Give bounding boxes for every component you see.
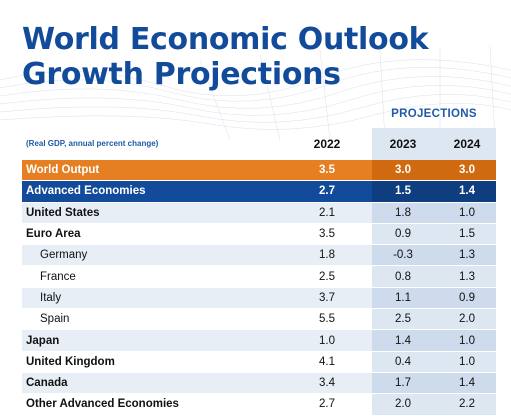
projection-shade [372,223,496,245]
value-2022: 1.8 [319,249,335,262]
value-2023: 0.9 [395,228,411,241]
title-line-1: World Economic Outlook [22,22,429,57]
value-2023: 2.5 [395,313,411,326]
table-row-world-output: World Output 3.5 3.0 3.0 [22,160,496,182]
value-2023: 1.5 [395,185,411,198]
value-2023: 0.4 [395,355,411,368]
row-name: United States [26,206,100,219]
projection-shade [372,245,496,266]
row-name: Spain [40,313,70,326]
table-row-other-advanced-economies: Other Advanced Economies 2.7 2.0 2.2 [22,394,496,416]
projection-shade [372,351,496,372]
year-header-2023: 2023 [389,137,417,151]
value-2024: 1.0 [459,355,475,368]
value-2022: 5.5 [319,313,335,326]
value-2022: 2.5 [319,270,335,283]
value-2024: 3.0 [459,164,475,177]
value-2024: 1.5 [459,228,475,241]
table-header: (Real GDP, annual percent change) 2022 2… [22,128,496,160]
value-2022: 3.4 [319,377,335,390]
value-2023: 1.7 [395,377,411,390]
table-row-euro-area: Euro Area 3.5 0.9 1.5 [22,223,496,246]
row-name: Germany [40,249,88,262]
value-2024: 1.4 [459,185,475,198]
value-2023: 2.0 [395,398,411,411]
row-name: Euro Area [26,228,81,241]
value-2022: 2.1 [319,206,335,219]
projection-shade [372,160,496,181]
projection-shade [372,309,496,330]
year-header-2022: 2022 [313,137,341,151]
table-row-united-states: United States 2.1 1.8 1.0 [22,202,496,224]
value-2024: 0.9 [459,291,475,304]
row-name: Other Advanced Economies [26,398,179,411]
row-name: France [40,270,76,283]
row-name: United Kingdom [26,355,115,368]
value-2022: 3.7 [319,291,335,304]
table-row-japan: Japan 1.0 1.4 1.0 [22,330,496,352]
table-row-spain: Spain 5.5 2.5 2.0 [22,309,496,331]
year-header-2024: 2024 [453,137,481,151]
value-2023: 1.1 [395,291,411,304]
row-name: Advanced Economies [26,185,146,198]
row-name: Italy [40,291,62,304]
value-2023: 3.0 [395,164,411,177]
projection-shade [372,181,496,202]
page-title: World Economic Outlook Growth Projection… [22,22,429,92]
value-2023: -0.3 [393,249,413,262]
growth-table: World Output 3.5 3.0 3.0 Advanced Econom… [22,160,496,416]
value-2024: 2.0 [459,313,475,326]
value-2024: 1.4 [459,377,475,390]
value-2024: 2.2 [459,398,475,411]
projection-shade [372,287,496,309]
value-2024: 1.3 [459,270,475,283]
value-2023: 1.4 [395,334,411,347]
table-row-advanced-economies: Advanced Economies 2.7 1.5 1.4 [22,181,496,203]
title-line-2: Growth Projections [22,57,341,92]
value-2022: 2.7 [319,185,335,198]
value-2023: 1.8 [395,206,411,219]
table-row-united-kingdom: United Kingdom 4.1 0.4 1.0 [22,351,496,373]
value-2024: 1.0 [459,334,475,347]
projection-shade [372,266,496,287]
projections-label: PROJECTIONS [391,108,477,120]
row-name: World Output [26,164,100,177]
row-name: Canada [26,377,68,390]
value-2022: 1.0 [319,334,335,347]
value-2022: 4.1 [319,355,335,368]
row-name: Japan [26,334,60,347]
value-2022: 3.5 [319,164,335,177]
value-2022: 2.7 [319,398,335,411]
table-row-france: France 2.5 0.8 1.3 [22,266,496,288]
value-2024: 1.0 [459,206,475,219]
table-row-italy: Italy 3.7 1.1 0.9 [22,287,496,310]
value-2022: 3.5 [319,228,335,241]
value-2023: 0.8 [395,270,411,283]
unit-note: (Real GDP, annual percent change) [26,139,159,148]
value-2024: 1.3 [459,249,475,262]
table-row-germany: Germany 1.8 -0.3 1.3 [22,245,496,267]
table-row-canada: Canada 3.4 1.7 1.4 [22,372,496,395]
projection-shade [372,330,496,351]
projection-shade [372,202,496,223]
background-wave-pattern [0,45,511,141]
projection-shade [372,372,496,394]
